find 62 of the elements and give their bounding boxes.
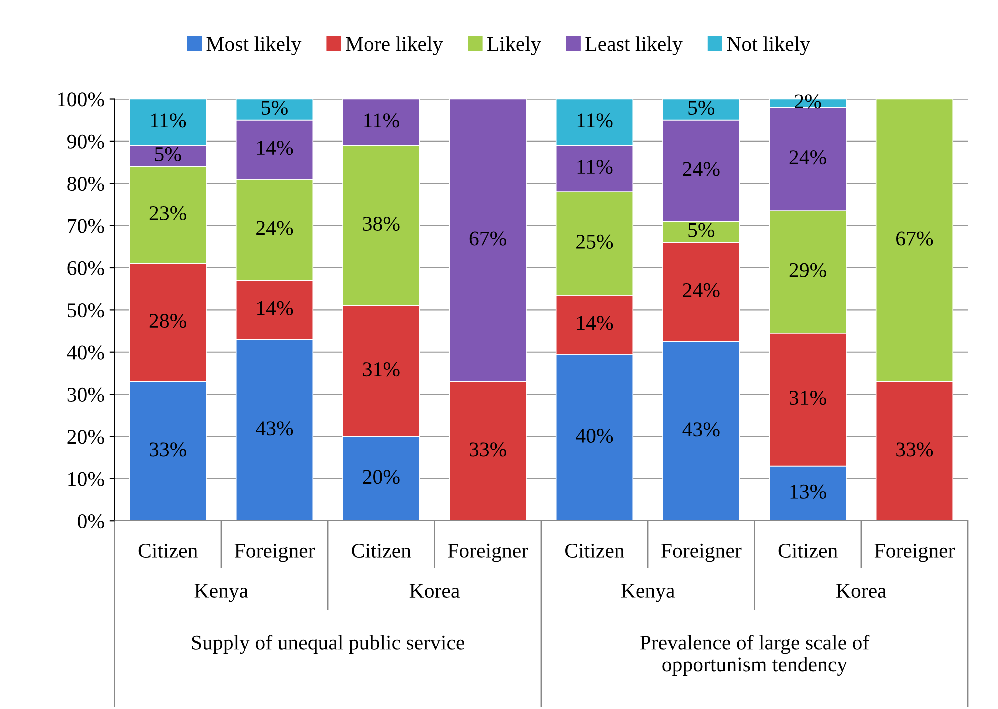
data-label: 24% — [683, 162, 720, 176]
x-tick-label: Foreigner — [662, 544, 742, 562]
data-label: 24% — [683, 283, 720, 298]
data-label: 24% — [256, 221, 294, 236]
data-label: 24% — [790, 150, 826, 165]
y-tick-label: 80% — [68, 177, 104, 192]
x-tick-label: Foreigner — [874, 544, 956, 562]
y-tick-label: 90% — [68, 134, 104, 149]
text: Kenya — [621, 584, 675, 602]
data-label: 11% — [578, 114, 613, 128]
data-label: 33% — [470, 442, 506, 457]
data-label: 23% — [150, 206, 186, 221]
x-tick-label: Citizen — [352, 544, 412, 558]
data-label: 67% — [896, 232, 934, 246]
text: Kenya — [194, 584, 248, 602]
legend-label: Not likely — [727, 36, 810, 56]
x-tick-label: Foreigner — [234, 544, 316, 562]
text: Korea — [410, 584, 460, 598]
data-label: 14% — [577, 316, 614, 330]
y-tick-label: 40% — [67, 346, 104, 360]
text: Prevalence of large scale of opportunism tendency — [640, 635, 870, 676]
data-label: 38% — [363, 216, 400, 232]
text: Supply of unequal public service — [192, 635, 464, 654]
y-tick-label: 20% — [68, 430, 104, 444]
data-label: 14% — [258, 301, 294, 316]
legend-label: Likely — [488, 36, 542, 56]
data-label: 43% — [256, 422, 294, 436]
data-label: 14% — [258, 141, 294, 156]
text: Korea — [836, 584, 887, 598]
data-label: 29% — [790, 263, 826, 278]
x-tick-label: Citizen — [778, 544, 838, 558]
y-tick-label: 30% — [68, 388, 104, 402]
data-label: 40% — [576, 428, 614, 444]
data-label: 5% — [262, 100, 288, 116]
x-tick-label: Citizen — [138, 544, 198, 558]
data-label: 11% — [364, 114, 400, 128]
data-label: 5% — [155, 147, 182, 162]
legend-label: Least likely — [586, 36, 683, 56]
y-tick-label: 10% — [68, 472, 104, 486]
data-label: 11% — [578, 160, 613, 174]
data-label: 13% — [790, 484, 826, 499]
y-tick-label: 50% — [68, 304, 104, 318]
data-label: 28% — [150, 314, 186, 328]
x-tick-label: Foreigner — [448, 544, 528, 562]
data-label: 31% — [363, 362, 400, 377]
data-label: 31% — [790, 390, 826, 406]
x-tick-label: Citizen — [566, 544, 625, 558]
y-tick-label: 100% — [58, 92, 104, 107]
data-label: 5% — [688, 223, 715, 238]
y-tick-label: 70% — [68, 219, 104, 234]
y-tick-label: 60% — [68, 261, 104, 276]
data-label: 33% — [150, 442, 186, 457]
data-label: 25% — [576, 234, 614, 250]
legend-label: Most likely — [206, 36, 302, 56]
y-tick-label: 0% — [78, 514, 104, 529]
data-label: 43% — [682, 422, 720, 437]
data-label: 33% — [896, 442, 934, 457]
data-label: 67% — [470, 232, 506, 246]
data-label: 20% — [363, 470, 400, 484]
legend-label: More likely — [346, 36, 444, 56]
data-label: 5% — [688, 100, 715, 116]
data-label: 11% — [151, 114, 186, 128]
